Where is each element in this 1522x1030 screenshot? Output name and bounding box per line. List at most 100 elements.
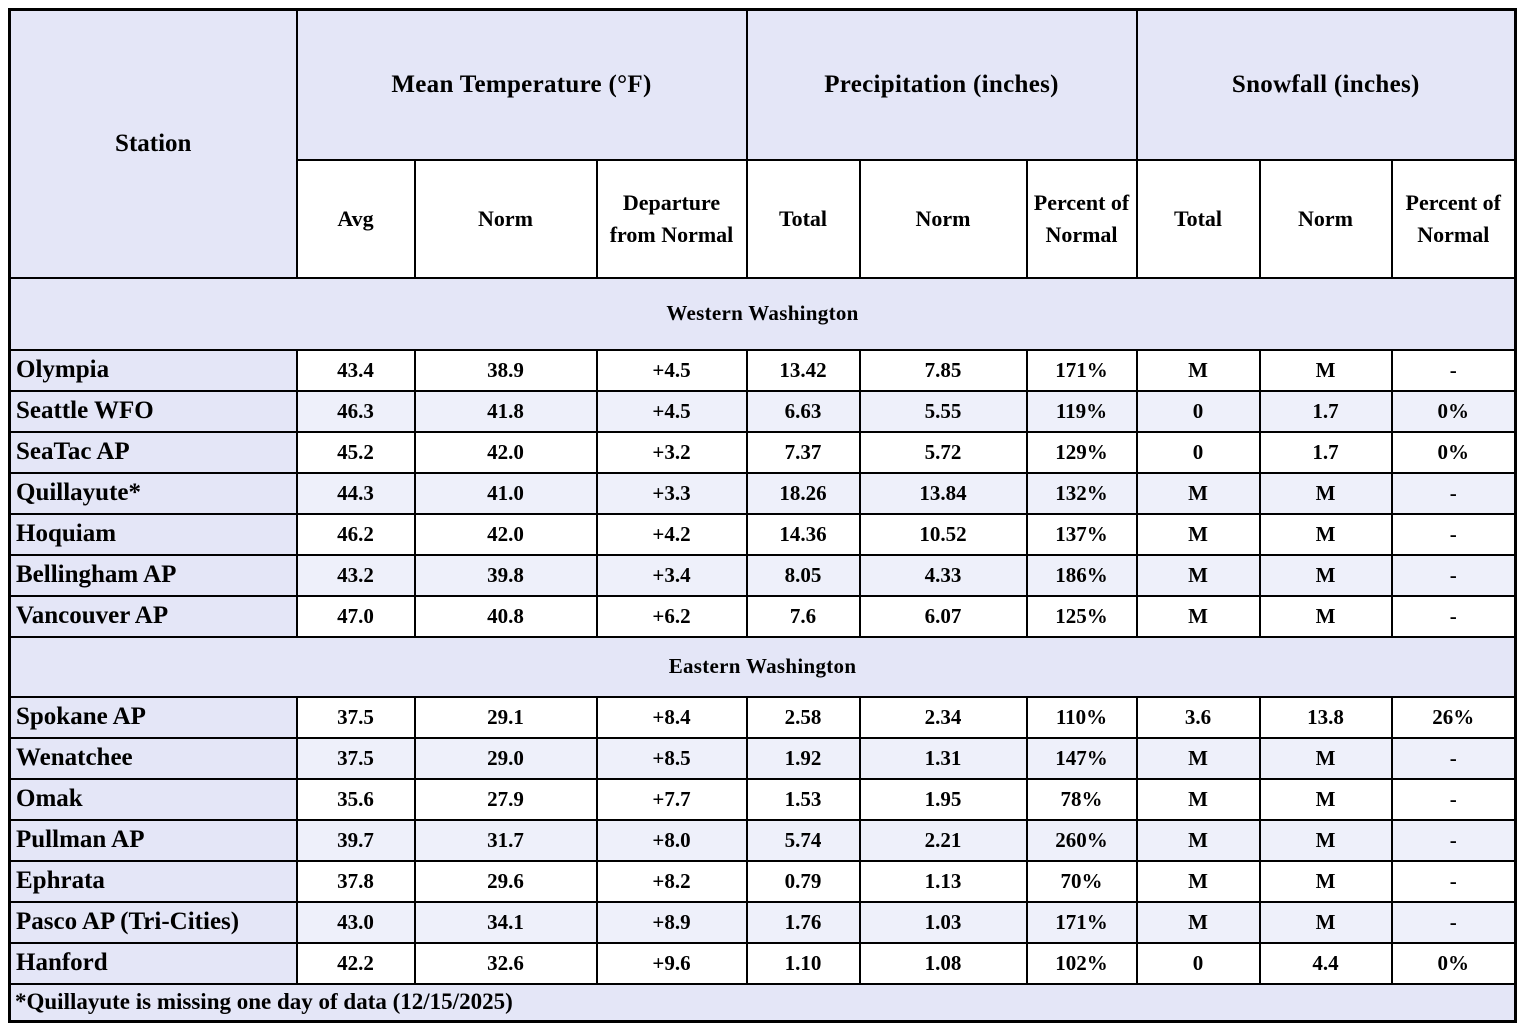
temp-norm-cell: 42.0 [413,430,598,474]
temp-norm-cell: 29.1 [413,695,598,739]
precip-percent-cell: 110% [1025,695,1138,739]
precip-norm-cell: 13.84 [858,471,1028,515]
snow-norm-cell: 13.8 [1258,695,1393,739]
precip-total-cell: 18.26 [745,471,861,515]
precip-total-cell: 1.10 [745,941,861,985]
station-name-cell: Pasco AP (Tri-Cities) [8,900,298,944]
precip-total-cell: 13.42 [745,348,861,392]
temp-departure-cell: +8.5 [595,736,748,780]
temp-departure-cell: +4.5 [595,348,748,392]
temp-norm-cell: 34.1 [413,900,598,944]
snow-total-cell: 0 [1135,941,1261,985]
temp-departure-cell: +6.2 [595,594,748,638]
table-row: Ephrata 37.8 29.6 +8.2 0.79 1.13 70% M M - [8,859,1517,903]
precip-norm-cell: 5.55 [858,389,1028,433]
temp-norm-cell: 41.0 [413,471,598,515]
snow-total-cell: M [1135,471,1261,515]
temp-avg-cell: 45.2 [295,430,416,474]
temp-departure-header: Departure from Normal [595,158,748,279]
precip-norm-cell: 1.95 [858,777,1028,821]
temp-norm-cell: 32.6 [413,941,598,985]
temp-departure-cell: +7.7 [595,777,748,821]
temp-avg-cell: 37.8 [295,859,416,903]
precip-percent-header: Percent of Normal [1025,158,1138,279]
precip-percent-cell: 78% [1025,777,1138,821]
section-row-eastern-washington: Eastern Washington [8,635,1517,698]
section-header-western-washington: Western Washington [8,276,1517,351]
precip-total-cell: 7.37 [745,430,861,474]
temp-departure-cell: +8.0 [595,818,748,862]
station-column-header: Station [8,8,298,279]
temp-avg-cell: 37.5 [295,695,416,739]
temp-departure-cell: +3.2 [595,430,748,474]
precip-total-cell: 8.05 [745,553,861,597]
precip-percent-cell: 260% [1025,818,1138,862]
precip-norm-cell: 7.85 [858,348,1028,392]
temp-avg-cell: 43.0 [295,900,416,944]
snow-percent-cell: 0% [1390,389,1517,433]
footnote-row: *Quillayute is missing one day of data (… [8,982,1517,1023]
temp-departure-cell: +8.9 [595,900,748,944]
precip-group-header: Precipitation (inches) [745,8,1138,161]
station-name-cell: Vancouver AP [8,594,298,638]
snow-total-cell: M [1135,512,1261,556]
snow-norm-cell: M [1258,512,1393,556]
table-row: Quillayute* 44.3 41.0 +3.3 18.26 13.84 132% M M - [8,471,1517,515]
table-body: Station Mean Temperature (°F) Precipitat… [8,8,1517,1023]
precip-percent-cell: 147% [1025,736,1138,780]
temp-departure-cell: +4.5 [595,389,748,433]
precip-percent-cell: 70% [1025,859,1138,903]
climate-summary-table: Station Mean Temperature (°F) Precipitat… [8,8,1518,1023]
precip-percent-cell: 119% [1025,389,1138,433]
station-name-cell: Wenatchee [8,736,298,780]
snow-percent-cell: - [1390,900,1517,944]
temp-group-header: Mean Temperature (°F) [295,8,748,161]
table-row: Vancouver AP 47.0 40.8 +6.2 7.6 6.07 125% M M - [8,594,1517,638]
snow-total-cell: M [1135,859,1261,903]
station-name-cell: Bellingham AP [8,553,298,597]
temp-avg-cell: 47.0 [295,594,416,638]
temp-norm-cell: 38.9 [413,348,598,392]
precip-norm-cell: 1.03 [858,900,1028,944]
temp-departure-cell: +4.2 [595,512,748,556]
precip-norm-header: Norm [858,158,1028,279]
precip-percent-cell: 186% [1025,553,1138,597]
temp-avg-cell: 44.3 [295,471,416,515]
snow-norm-cell: M [1258,859,1393,903]
temp-norm-cell: 27.9 [413,777,598,821]
section-header-eastern-washington: Eastern Washington [8,635,1517,698]
station-name-cell: Hanford [8,941,298,985]
station-name-cell: Seattle WFO [8,389,298,433]
snow-norm-cell: M [1258,818,1393,862]
temp-norm-cell: 41.8 [413,389,598,433]
snow-total-cell: M [1135,736,1261,780]
snow-norm-cell: M [1258,736,1393,780]
station-name-cell: Ephrata [8,859,298,903]
snow-percent-cell: - [1390,594,1517,638]
table-row: Omak 35.6 27.9 +7.7 1.53 1.95 78% M M - [8,777,1517,821]
precip-norm-cell: 1.08 [858,941,1028,985]
precip-norm-cell: 5.72 [858,430,1028,474]
station-name-cell: SeaTac AP [8,430,298,474]
snow-total-cell: M [1135,900,1261,944]
precip-norm-cell: 6.07 [858,594,1028,638]
temp-avg-header: Avg [295,158,416,279]
snow-total-cell: M [1135,348,1261,392]
snow-total-cell: M [1135,594,1261,638]
temp-avg-cell: 46.3 [295,389,416,433]
temp-departure-cell: +9.6 [595,941,748,985]
station-name-cell: Pullman AP [8,818,298,862]
section-row-western-washington: Western Washington [8,276,1517,351]
temp-avg-cell: 35.6 [295,777,416,821]
temp-norm-cell: 39.8 [413,553,598,597]
snow-group-header: Snowfall (inches) [1135,8,1517,161]
snow-norm-cell: M [1258,900,1393,944]
table-row: Hanford 42.2 32.6 +9.6 1.10 1.08 102% 0 4.4 0% [8,941,1517,985]
temp-avg-cell: 46.2 [295,512,416,556]
precip-total-cell: 1.53 [745,777,861,821]
temp-norm-header: Norm [413,158,598,279]
precip-percent-cell: 125% [1025,594,1138,638]
snow-percent-cell: - [1390,859,1517,903]
station-name-cell: Spokane AP [8,695,298,739]
